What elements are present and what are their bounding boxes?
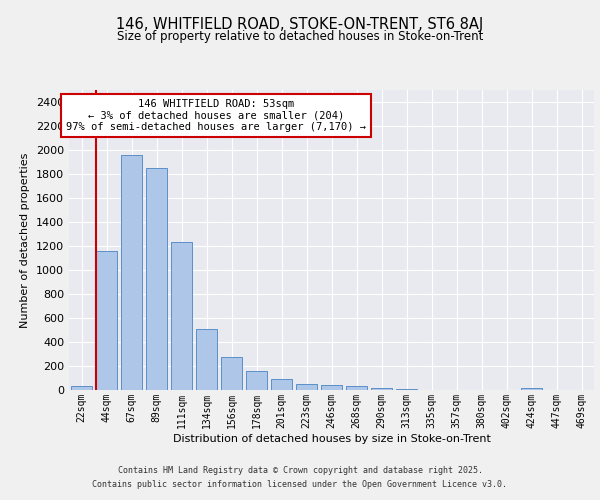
Bar	[346, 386, 367, 390]
Bar	[71, 386, 92, 390]
Bar	[296, 384, 317, 390]
Bar	[221, 357, 242, 390]
Bar	[146, 168, 167, 390]
Text: Size of property relative to detached houses in Stoke-on-Trent: Size of property relative to detached ho…	[117, 30, 483, 43]
Text: Contains HM Land Registry data © Crown copyright and database right 2025.: Contains HM Land Registry data © Crown c…	[118, 466, 482, 475]
Bar	[246, 372, 267, 390]
Bar	[196, 329, 217, 390]
Bar	[521, 388, 542, 390]
X-axis label: Distribution of detached houses by size in Stoke-on-Trent: Distribution of detached houses by size …	[173, 434, 490, 444]
Text: 146 WHITFIELD ROAD: 53sqm
← 3% of detached houses are smaller (204)
97% of semi-: 146 WHITFIELD ROAD: 53sqm ← 3% of detach…	[66, 99, 366, 132]
Bar	[171, 242, 192, 390]
Bar	[96, 251, 117, 390]
Y-axis label: Number of detached properties: Number of detached properties	[20, 152, 31, 328]
Text: 146, WHITFIELD ROAD, STOKE-ON-TRENT, ST6 8AJ: 146, WHITFIELD ROAD, STOKE-ON-TRENT, ST6…	[116, 18, 484, 32]
Bar	[121, 155, 142, 390]
Bar	[321, 384, 342, 390]
Bar	[271, 379, 292, 390]
Bar	[371, 388, 392, 390]
Text: Contains public sector information licensed under the Open Government Licence v3: Contains public sector information licen…	[92, 480, 508, 489]
